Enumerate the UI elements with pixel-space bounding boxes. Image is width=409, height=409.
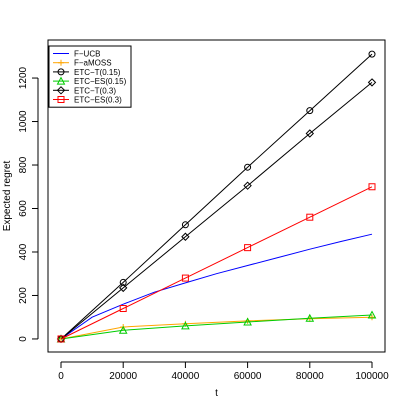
x-tick-label: 0 [58,371,64,382]
data-point-triangle [305,313,315,322]
legend-label: F−UCB [74,50,100,59]
data-point-diamond [305,129,315,138]
y-tick-label: 200 [18,287,29,304]
y-tick-label: 600 [18,200,29,217]
legend-item-etc-es-0-3: ETC−ES(0.3) [53,96,122,105]
series-line-etc-es-0-15 [60,314,373,340]
series-layer [56,50,377,344]
plot-frame [47,39,386,353]
data-point-diamond [243,181,252,190]
y-tick-label: 800 [18,156,29,173]
data-point-square [181,274,189,282]
y-axis: 0 200 400 600 800 1000 1200 [18,66,39,342]
data-point-plus [58,59,64,66]
data-point-triangle [118,325,128,334]
x-tick-label: 20000 [109,371,137,382]
legend-item-etc-t-0-15: ETC−T(0.15) [53,68,121,77]
data-point-square [306,213,314,221]
legend-item-etc-es-0-15: ETC−ES(0.15) [53,76,127,86]
legend-item-f-amoss: F−aMOSS [53,59,112,68]
data-point-triangle [243,317,252,326]
data-point-square [368,183,376,191]
x-tick-label: 40000 [171,371,199,382]
data-point-triangle [367,310,377,319]
data-point-diamond [56,86,66,95]
x-tick-label: 60000 [234,371,262,382]
series-line-etc-t-0-3 [60,82,373,340]
legend-label: ETC−T(0.3) [74,86,116,95]
data-point-diamond [181,232,190,241]
data-point-circle [368,50,376,58]
data-point-triangle [181,321,190,330]
series-line-etc-es-0-3 [60,186,373,340]
data-point-circle [244,163,252,171]
data-point-circle [119,278,127,286]
data-point-circle [57,68,65,76]
legend-item-f-ucb: F−UCB [53,50,100,59]
series-etc-t-0-3 [56,78,377,344]
legend-item-etc-t-0-3: ETC−T(0.3) [53,86,116,95]
data-point-square [119,305,127,313]
series-line-etc-t-0-15 [60,53,373,340]
data-point-square [57,96,65,103]
data-point-square [244,244,252,252]
data-point-circle [181,221,189,229]
legend: F−UCBF−aMOSSETC−T(0.15)ETC−ES(0.15)ETC−T… [48,45,132,108]
legend-label: ETC−T(0.15) [74,68,121,77]
series-line-f-amoss [60,316,373,340]
y-tick-label: 1200 [18,66,29,89]
x-tick-label: 100000 [355,371,389,382]
data-point-square [57,335,65,343]
y-axis-title: Expected regret [2,160,13,231]
data-point-diamond [118,283,128,293]
data-point-triangle [56,76,66,85]
series-line-f-ucb [60,233,373,340]
x-tick-label: 80000 [296,371,324,382]
x-axis: 0 20000 40000 60000 80000 100000 [58,361,389,382]
legend-label: ETC−ES(0.15) [74,77,127,86]
series-f-ucb [60,233,373,340]
legend-label: ETC−ES(0.3) [74,96,122,105]
data-point-diamond [367,78,377,87]
data-point-circle [306,107,314,115]
series-etc-es-0-3 [57,183,376,343]
legend-label: F−aMOSS [74,59,112,68]
y-tick-label: 1000 [18,110,29,133]
y-tick-label: 0 [18,336,29,342]
x-axis-title: t [215,388,218,399]
y-tick-label: 400 [18,243,29,260]
